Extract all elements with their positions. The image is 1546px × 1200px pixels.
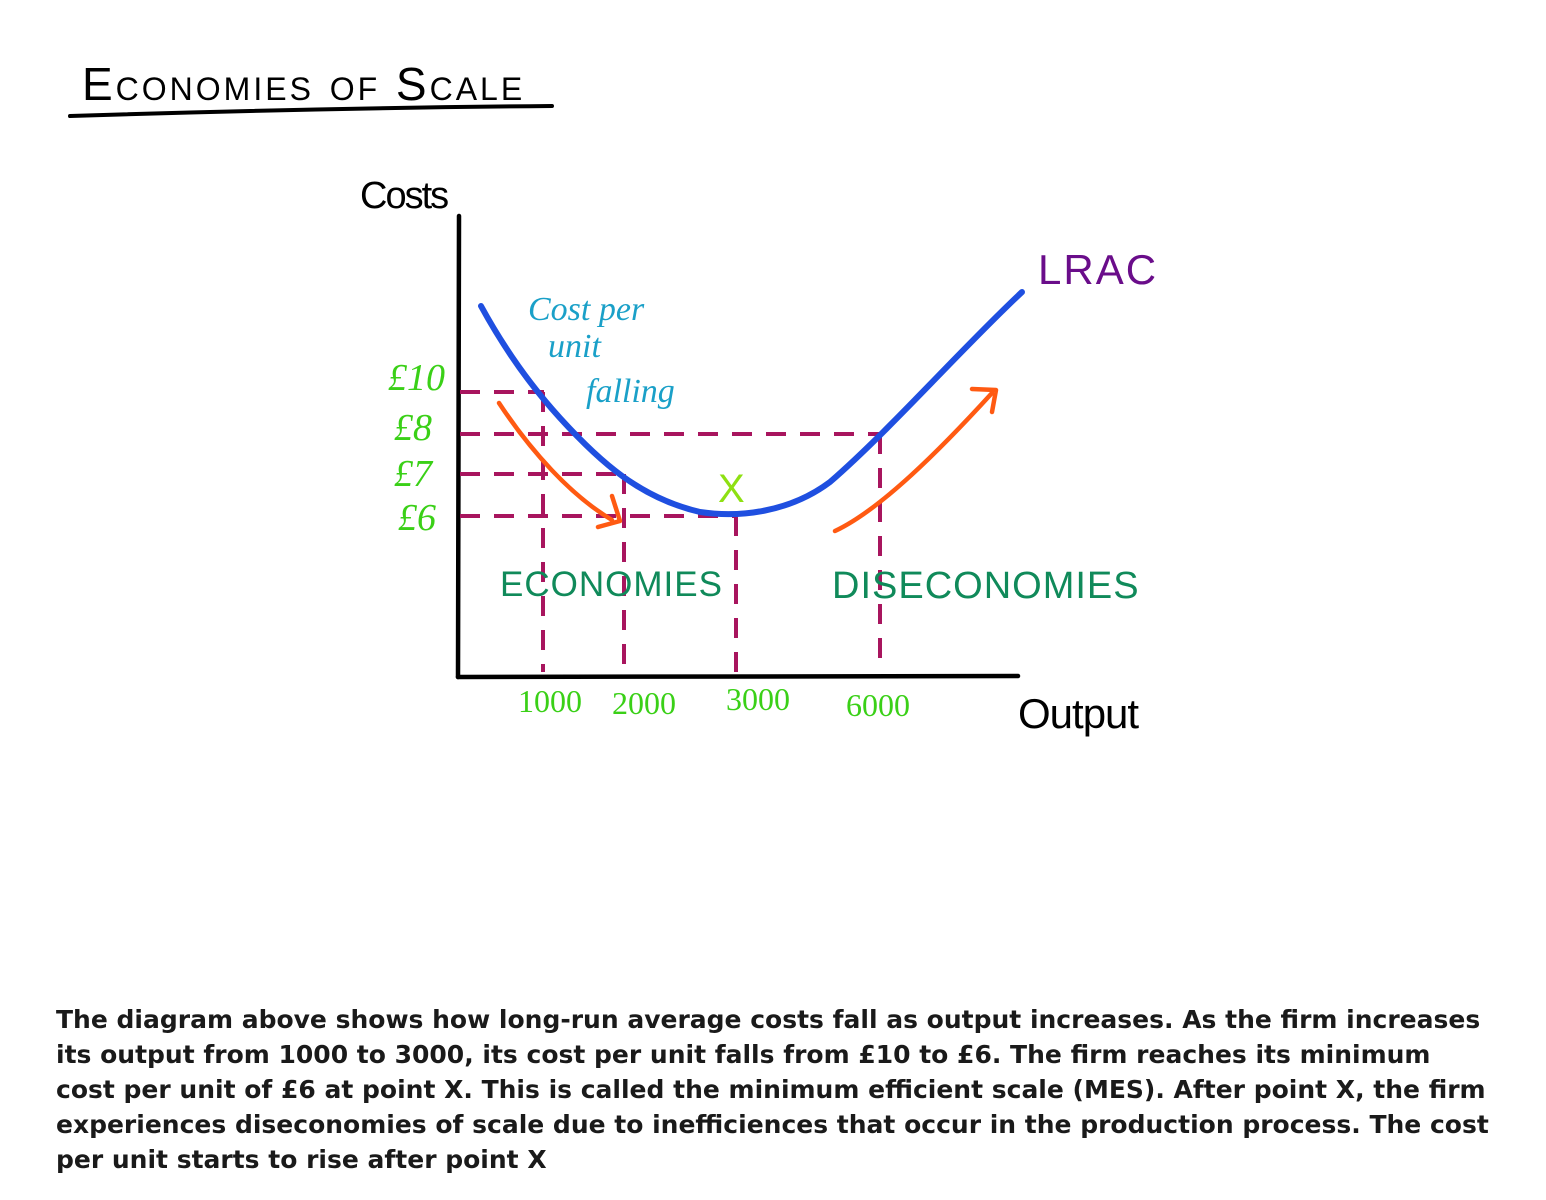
min-point-marker: X xyxy=(718,467,745,511)
diseconomies-arrow-head xyxy=(969,386,999,415)
explanation-caption: The diagram above shows how long-run ave… xyxy=(56,1005,1489,1174)
y-tick-label: £7 xyxy=(394,453,434,495)
cost-falling-line-3: falling xyxy=(586,373,675,410)
x-axis xyxy=(455,673,1021,680)
x-tick-label: 6000 xyxy=(846,687,910,723)
diseconomies-arrow-shaft xyxy=(832,390,995,534)
diagram-title: Economies of Scale xyxy=(82,58,525,110)
x-tick-labels: 1000 2000 3000 6000 xyxy=(518,681,910,723)
cost-falling-line-2: unit xyxy=(548,328,602,365)
lrac-label: LRAC xyxy=(1038,246,1158,293)
economies-arrow-shaft xyxy=(496,400,615,523)
economies-arrow-head xyxy=(595,493,623,530)
lrac-curve xyxy=(478,289,1025,518)
cost-falling-line-1: Cost per xyxy=(528,291,645,328)
x-axis-label: Output xyxy=(1018,690,1139,737)
x-tick-label: 2000 xyxy=(612,685,676,721)
y-axis-label: Costs xyxy=(360,175,448,217)
diseconomies-arrow xyxy=(832,386,999,534)
x-tick-label: 3000 xyxy=(726,681,790,717)
x-tick-label: 1000 xyxy=(518,683,582,719)
y-tick-label: £6 xyxy=(398,497,436,539)
y-tick-label: £10 xyxy=(388,357,445,399)
diseconomies-label: DISECONOMIES xyxy=(832,565,1140,607)
economies-arrow xyxy=(496,400,623,530)
title-underline xyxy=(68,104,554,118)
cost-falling-annotation: Cost per unit falling xyxy=(528,291,675,410)
y-tick-labels: £10 £8 £7 £6 xyxy=(388,357,445,539)
guide-lines xyxy=(460,390,882,672)
y-tick-label: £8 xyxy=(394,407,432,449)
y-axis xyxy=(455,213,462,680)
economies-label: ECONOMIES xyxy=(500,565,723,604)
